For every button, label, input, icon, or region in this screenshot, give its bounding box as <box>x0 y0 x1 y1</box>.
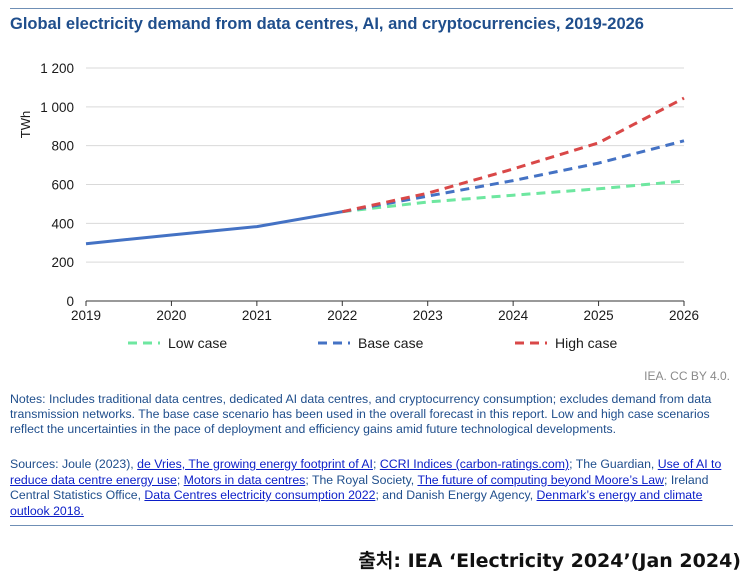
sources-text: ; The Guardian, <box>569 457 658 471</box>
legend: Low case Base case High case <box>0 335 745 355</box>
legend-label-base: Base case <box>358 335 424 351</box>
sources-text: ; and Danish Energy Agency, <box>375 488 537 502</box>
y-tick-label: 600 <box>51 178 74 193</box>
source-link-motors[interactable]: Motors in data centres <box>183 472 306 487</box>
notes: Notes: Includes traditional data centres… <box>10 392 712 436</box>
legend-item-high: High case <box>515 335 617 351</box>
legend-item-low: Low case <box>128 335 227 351</box>
y-axis-label: TWh <box>18 111 33 138</box>
sources-text: ; The Royal Society, <box>305 472 418 487</box>
sources: Sources: Joule (2023), de Vries, The gro… <box>10 457 732 519</box>
y-tick-label: 0 <box>66 294 74 309</box>
sources-text: ; Ireland Central Statistics Office, <box>10 472 709 503</box>
sources-text: Sources: Joule (2023), <box>10 457 138 471</box>
source-link-ccri[interactable]: CCRI Indices (carbon-ratings.com) <box>379 457 570 471</box>
y-tick-label: 800 <box>51 139 74 154</box>
source-link-danish-energy[interactable]: Denmark’s energy and climate outlook 201… <box>10 488 703 518</box>
x-tick-label: 2023 <box>413 308 443 323</box>
credit: IEA. CC BY 4.0. <box>644 369 730 383</box>
x-tick-label: 2020 <box>156 308 186 323</box>
y-tick-label: 400 <box>51 216 74 231</box>
top-rule <box>10 8 733 9</box>
sources-text: ; <box>372 457 380 471</box>
y-tick-label: 1 000 <box>40 100 74 115</box>
source-link-cso[interactable]: Data Centres electricity consumption 202… <box>144 488 376 502</box>
chart-title: Global electricity demand from data cent… <box>10 15 644 33</box>
legend-swatch-base <box>318 341 350 345</box>
series-line-base-case <box>342 139 685 214</box>
x-tick-label: 2021 <box>242 308 272 323</box>
line-chart: 0 200 400 600 800 1 000 1 200 2019 2020 2021 2022 2… <box>18 61 699 323</box>
y-tick-label: 200 <box>51 255 74 270</box>
bottom-rule <box>10 525 733 526</box>
source-caption: 출처: IEA ‘Electricity 2024’(Jan 2024) <box>358 550 741 572</box>
x-tick-label: 2025 <box>584 308 614 323</box>
x-tick-label: 2019 <box>71 308 101 323</box>
legend-swatch-low <box>128 341 160 345</box>
y-tick-label: 1 200 <box>40 61 74 76</box>
series-line-low-case <box>342 179 685 214</box>
x-tick-label: 2026 <box>669 308 699 323</box>
legend-label-high: High case <box>555 335 618 351</box>
source-link-royal-society[interactable]: The future of computing beyond Moore’s L… <box>417 472 664 487</box>
source-link-guardian[interactable]: Use of AI to reduce data centre energy u… <box>10 457 722 487</box>
x-tick-label: 2024 <box>498 308 529 323</box>
series-line-historical <box>85 210 343 246</box>
x-tick-label: 2022 <box>327 308 357 323</box>
legend-item-base: Base case <box>318 335 423 351</box>
legend-label-low: Low case <box>168 335 228 351</box>
source-link-de-vries[interactable]: de Vries, The growing energy footprint o… <box>137 457 373 471</box>
legend-swatch-high <box>515 341 547 345</box>
sources-text: ; <box>176 472 184 487</box>
